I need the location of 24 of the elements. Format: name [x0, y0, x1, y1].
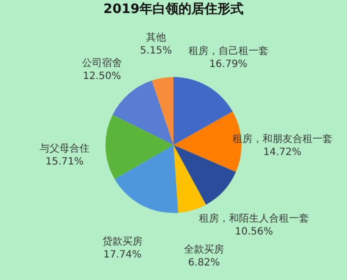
slice-label: 其他 — [146, 31, 166, 44]
slice-label: 租房，和陌生人合租一套 — [198, 212, 309, 225]
chart-title: 2019年白领的居住形式 — [103, 1, 244, 17]
slice-label: 与父母合住 — [40, 142, 90, 154]
pie-slice — [174, 145, 236, 205]
pie-slice — [174, 111, 242, 172]
data-label: 15.71% — [45, 156, 84, 168]
data-label: 16.79% — [209, 58, 248, 70]
data-label: 10.56% — [234, 226, 273, 238]
pie-slice — [114, 145, 178, 213]
slice-label: 全款买房 — [184, 244, 224, 256]
slice-label: 公司宿舍 — [82, 56, 122, 69]
slice-label: 贷款买房 — [102, 235, 142, 248]
data-label: 17.74% — [103, 249, 142, 260]
data-label: 6.82% — [188, 258, 220, 269]
pie-slice — [112, 80, 174, 145]
pie-slice — [106, 114, 174, 180]
slice-label: 租房，自己租一套 — [188, 44, 268, 57]
pie-slice — [174, 145, 206, 213]
data-label: 12.50% — [82, 70, 121, 82]
data-label: 14.72% — [263, 147, 302, 158]
pie-slice — [174, 77, 233, 145]
pie-slice — [152, 77, 174, 145]
data-label: 5.15% — [140, 45, 172, 56]
